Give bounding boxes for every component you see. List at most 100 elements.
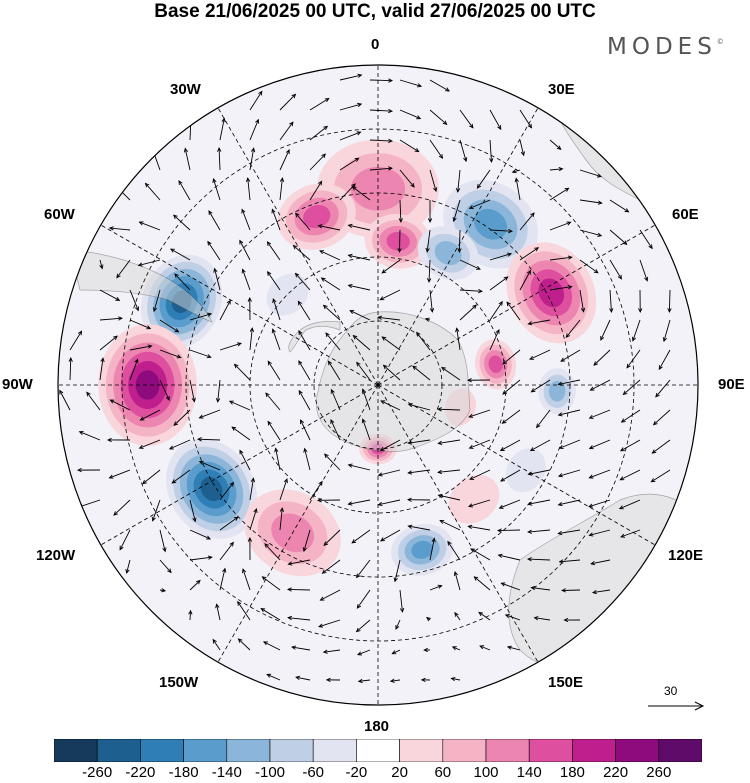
anomaly-region [386,231,410,251]
wind-vector [638,289,643,314]
wind-vector [425,229,431,253]
wind-vector [352,334,371,351]
wind-vector [504,614,521,621]
wind-vector [489,300,503,321]
wind-vector [498,499,521,509]
wind-vector [609,289,614,313]
wind-vector [379,529,401,542]
wind-vector [622,379,641,396]
wind-vector [639,229,653,250]
wind-vector [319,589,341,601]
wind-vector [339,131,362,141]
wind-vector [519,139,525,157]
colorbar-tick-label: -260 [82,764,113,781]
colorbar-tick-label: 60 [434,764,452,781]
wind-vector [287,559,311,566]
wind-vector [139,409,161,421]
wind-vector [319,250,341,261]
wind-vector [377,499,401,507]
colorbar-tick-label: 100 [473,764,499,781]
wind-vector [389,678,401,683]
wind-vector [347,463,371,471]
wind-vector [588,439,611,450]
colorbar-tick-label: -220 [125,764,156,781]
wind-vector [327,360,341,381]
wind-vector [291,645,311,651]
wind-vector [189,312,213,321]
wind-vector [189,499,197,523]
wind-vector [217,146,222,171]
wind-vector [249,147,256,171]
wind-vector [424,317,431,322]
wind-vector [347,223,371,231]
wind-vector [99,335,118,351]
wind-vector [527,319,551,326]
wind-vector [279,149,290,171]
wind-vector [239,239,251,261]
wind-vector [68,356,73,381]
wind-vector [347,499,371,506]
wind-vector [322,649,341,654]
colorbar-segment [54,739,98,762]
wind-vector [170,248,191,261]
wind-vector [468,199,491,210]
wind-vector [309,153,326,171]
wind-vector [467,524,491,531]
wind-vector [639,259,649,282]
wind-vector [159,379,170,401]
wind-vector [237,600,251,621]
wind-vector [467,499,491,508]
wind-vector [557,529,581,536]
colorbar-segment [658,739,702,762]
wind-vector [549,255,573,261]
wind-vector [279,121,294,141]
map-title: Base 21/06/2025 00 UTC, valid 27/06/2025… [154,1,596,22]
wind-vector [620,409,641,423]
wind-vector [579,289,586,313]
wind-vector [212,638,221,651]
wind-vector [323,529,341,546]
wind-vector [609,259,622,280]
wind-vector [382,364,401,381]
wind-vector [260,608,281,621]
wind-vector [399,109,422,120]
wind-vector [99,316,123,321]
wind-vector [241,268,251,291]
colorbar-tick-label: -180 [168,764,199,781]
wind-vector [324,453,341,471]
wind-vector [215,603,221,621]
wind-vector [151,499,161,522]
wind-vector [144,182,161,201]
colorbar-tick-label: 180 [559,764,585,781]
colorbar-segment [269,739,314,762]
wind-vector [356,559,371,579]
wind-vector [619,469,641,481]
wind-vector [286,587,311,592]
colorbar-segment [485,739,530,762]
wind-vector [579,229,603,237]
wind-vector [519,109,533,129]
wind-vector [69,330,83,351]
wind-vector [489,328,500,351]
colorbar-tick-label: -100 [254,764,286,781]
wind-vector [262,641,281,651]
wind-vector [219,117,226,141]
wind-vector [99,289,121,301]
wind-vector [455,327,461,351]
wind-vector [437,469,461,475]
wind-vector [557,499,581,507]
wind-vector [451,646,461,651]
wind-vector [565,319,581,339]
wind-vector [377,469,401,477]
wind-vector [198,460,221,471]
wind-vector [174,273,191,291]
wind-vector [279,478,288,501]
wind-vector [447,540,461,561]
wind-vector [78,431,101,441]
wind-vector [339,73,363,81]
wind-vector [457,229,462,254]
wind-vector [106,437,131,443]
wind-vector [526,557,551,562]
wind-vector [292,244,311,261]
meridian-line [100,384,379,546]
